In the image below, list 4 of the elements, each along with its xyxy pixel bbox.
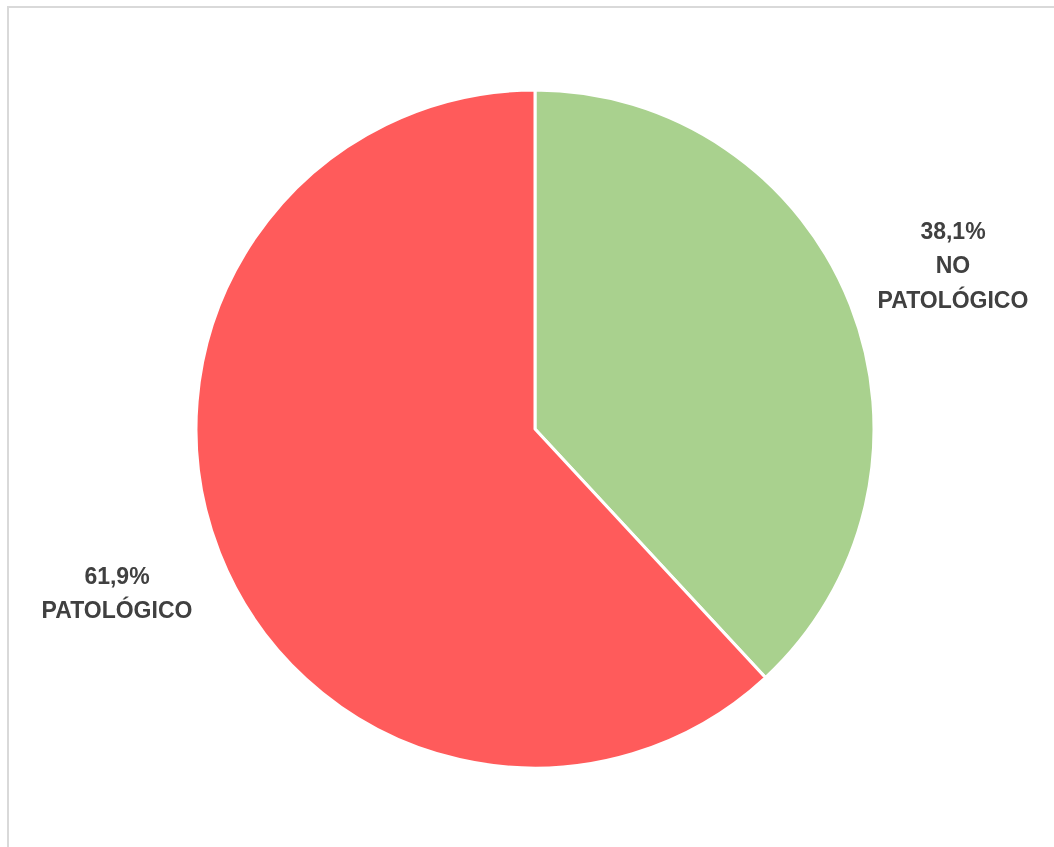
slice-label: NO PATOLÓGICO xyxy=(877,252,1029,313)
slice-label: PATOLÓGICO xyxy=(41,596,193,624)
data-label: 38,1% xyxy=(920,217,986,244)
data-label: 61,9% xyxy=(84,562,150,589)
